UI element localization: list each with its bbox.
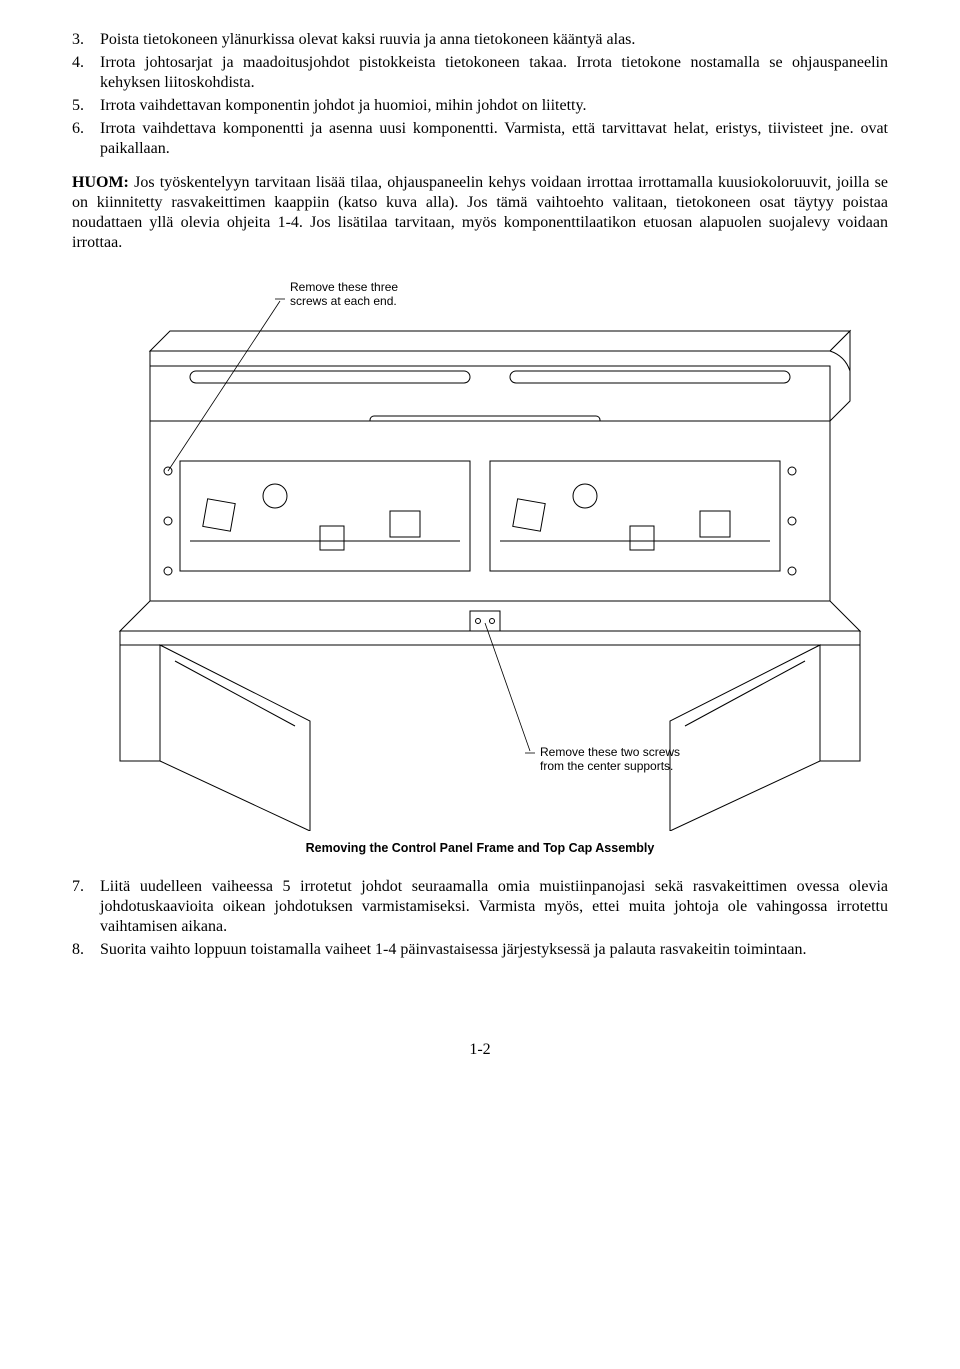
instruction-list-1: 3. Poista tietokoneen ylänurkissa olevat… [72, 30, 888, 159]
item-number: 8. [72, 940, 100, 960]
figure-diagram: Frymaster [72, 271, 888, 857]
note-paragraph: HUOM: Jos työskentelyyn tarvitaan lisää … [72, 173, 888, 253]
note-body: Jos työskentelyyn tarvitaan lisää tilaa,… [72, 174, 888, 251]
item-text: Irrota vaihdettava komponentti ja asenna… [100, 119, 888, 159]
item-text: Irrota vaihdettavan komponentin johdot j… [100, 96, 888, 116]
item-number: 4. [72, 53, 100, 93]
item-text: Poista tietokoneen ylänurkissa olevat ka… [100, 30, 888, 50]
item-number: 5. [72, 96, 100, 116]
list-item: 3. Poista tietokoneen ylänurkissa olevat… [72, 30, 888, 50]
list-item: 8. Suorita vaihto loppuun toistamalla va… [72, 940, 888, 960]
callout-bottom-line1: Remove these two screws [540, 745, 680, 759]
callout-top-line2: screws at each end. [290, 294, 397, 308]
list-item: 7. Liitä uudelleen vaiheessa 5 irrotetut… [72, 877, 888, 937]
item-text: Suorita vaihto loppuun toistamalla vaihe… [100, 940, 888, 960]
item-number: 3. [72, 30, 100, 50]
item-text: Liitä uudelleen vaiheessa 5 irrotetut jo… [100, 877, 888, 937]
list-item: 4. Irrota johtosarjat ja maadoitusjohdot… [72, 53, 888, 93]
fryer-diagram-svg: Frymaster [90, 271, 870, 831]
callout-bottom-line2: from the center supports. [540, 759, 673, 773]
item-number: 7. [72, 877, 100, 937]
list-item: 5. Irrota vaihdettavan komponentin johdo… [72, 96, 888, 116]
page-number: 1-2 [72, 1040, 888, 1060]
item-number: 6. [72, 119, 100, 159]
figure-caption: Removing the Control Panel Frame and Top… [72, 841, 888, 857]
instruction-list-2: 7. Liitä uudelleen vaiheessa 5 irrotetut… [72, 877, 888, 960]
callout-top-line1: Remove these three [290, 280, 398, 294]
item-text: Irrota johtosarjat ja maadoitusjohdot pi… [100, 53, 888, 93]
list-item: 6. Irrota vaihdettava komponentti ja ase… [72, 119, 888, 159]
note-label: HUOM: [72, 174, 129, 191]
